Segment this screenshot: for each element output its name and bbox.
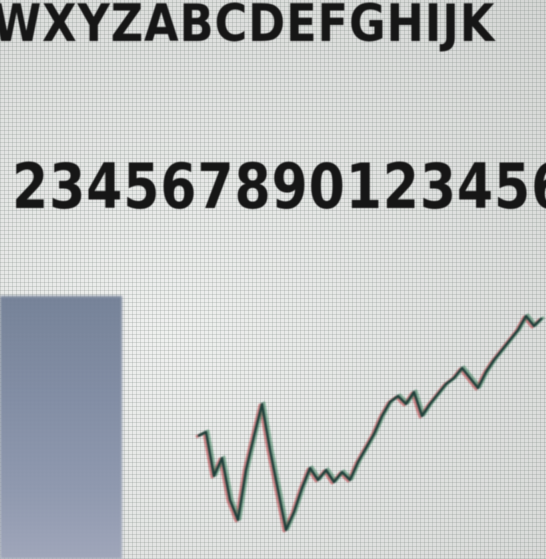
sparkline-main: [197, 314, 543, 532]
sparkline-shadow-green: [199, 313, 546, 531]
digits-line: 234567890123456: [12, 150, 546, 223]
sparkline-shadow-red: [195, 315, 542, 533]
blue-thumbnail: [0, 296, 122, 559]
letters-line: WXYZABCDEFGHIJK: [0, 0, 496, 54]
